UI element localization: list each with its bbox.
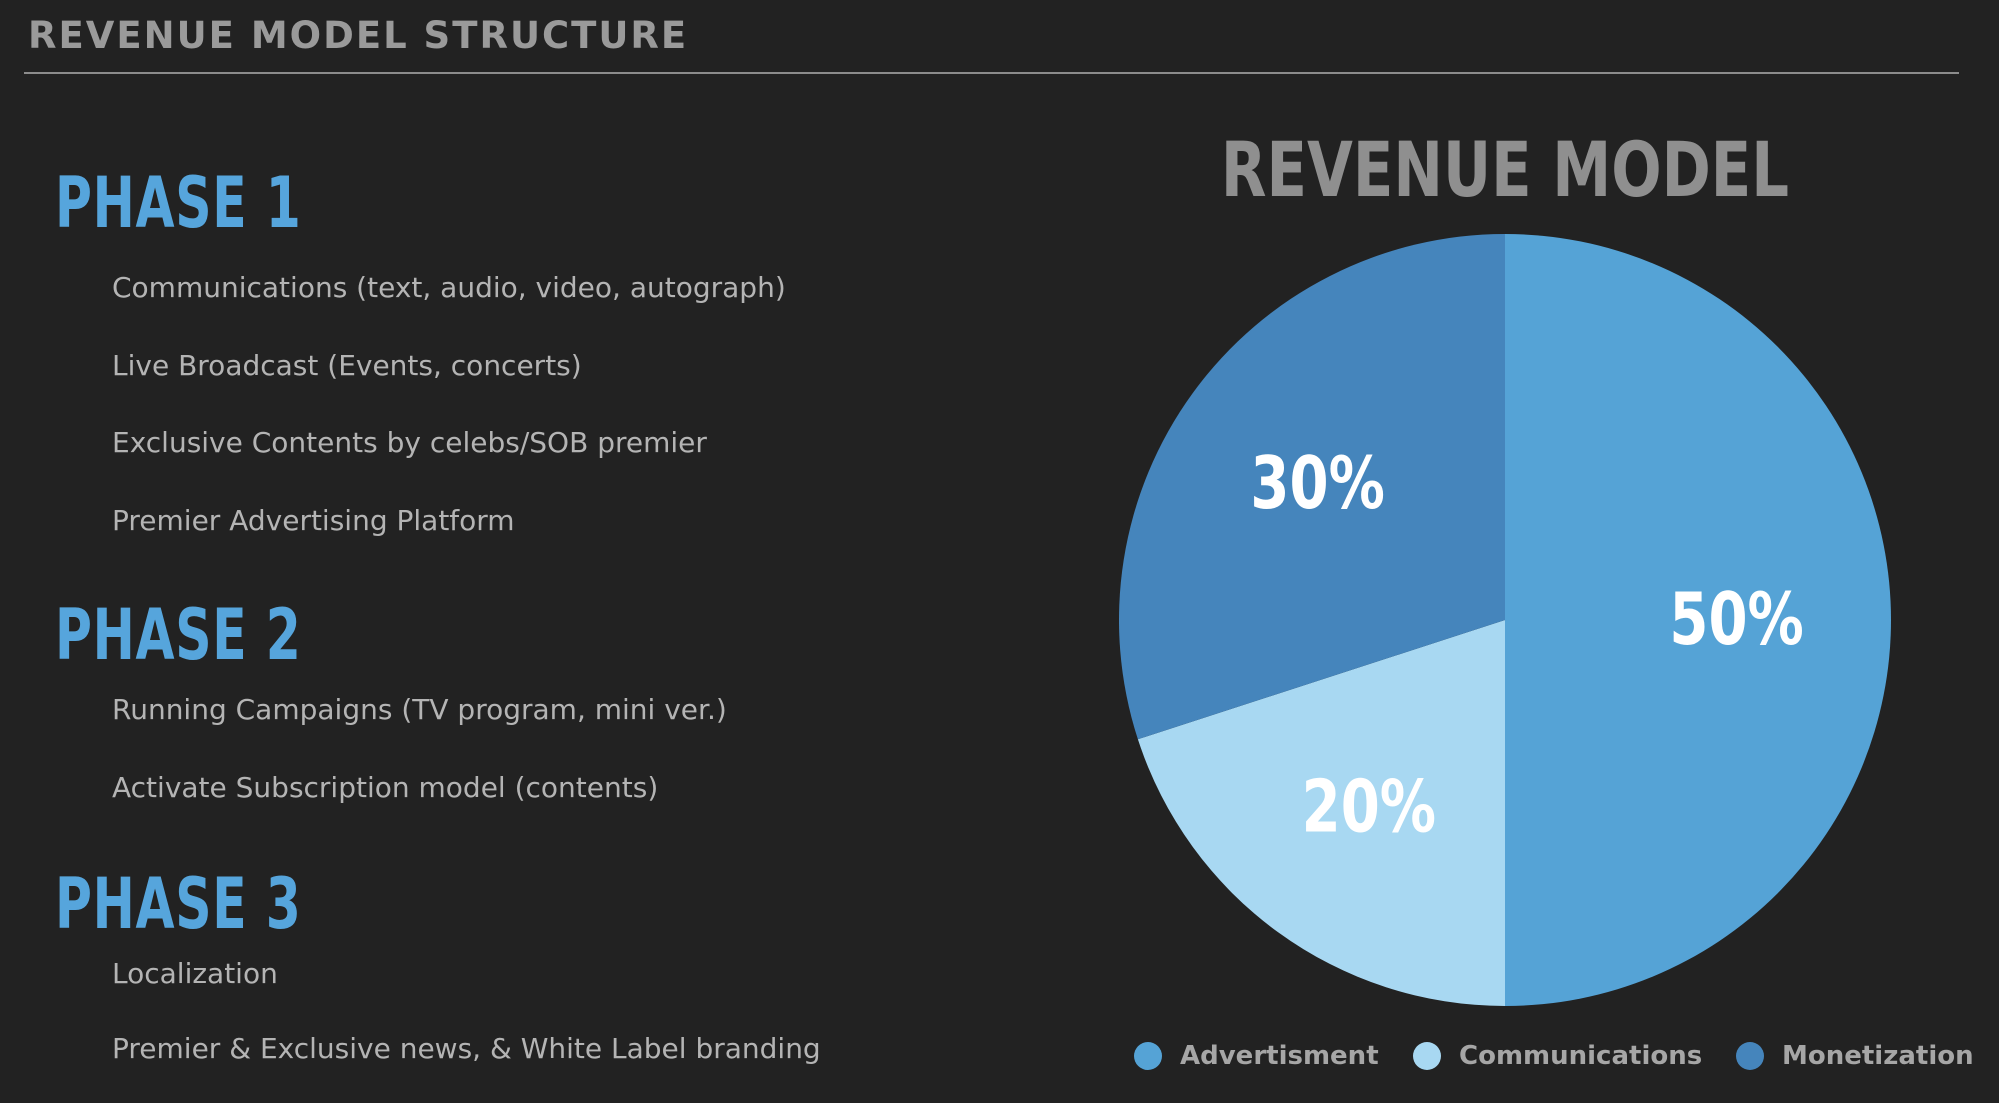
slice-label-advertisment: 50% bbox=[1669, 578, 1803, 662]
pie-slice-monetization bbox=[1119, 234, 1505, 740]
phase-1-heading: PHASE 1 bbox=[55, 162, 302, 244]
phase-1-item-1: Communications (text, audio, video, auto… bbox=[112, 271, 786, 304]
legend-item-communications: Communications bbox=[1413, 1041, 1702, 1071]
slice-label-communications: 20% bbox=[1302, 766, 1436, 850]
slice-label-monetization: 30% bbox=[1250, 442, 1384, 526]
chart-title: REVENUE MODEL bbox=[1221, 127, 1789, 215]
pie-slice-communications bbox=[1137, 620, 1505, 1006]
phase-2-item-2: Activate Subscription model (contents) bbox=[112, 771, 659, 804]
phase-1-item-4: Premier Advertising Platform bbox=[112, 504, 515, 537]
legend-label-monetization: Monetization bbox=[1782, 1041, 1974, 1071]
slide-title: REVENUE MODEL STRUCTURE bbox=[28, 14, 689, 57]
phase-1-item-3: Exclusive Contents by celebs/SOB premier bbox=[112, 426, 707, 459]
legend-swatch-advertisment bbox=[1134, 1042, 1162, 1070]
title-divider bbox=[24, 72, 1959, 74]
phase-3-item-1: Localization bbox=[112, 957, 278, 990]
pie-slice-advertisment bbox=[1505, 234, 1891, 1006]
phase-3-heading: PHASE 3 bbox=[55, 863, 302, 945]
legend-item-advertisment: Advertisment bbox=[1134, 1041, 1379, 1071]
legend-label-advertisment: Advertisment bbox=[1180, 1041, 1379, 1071]
phase-2-heading: PHASE 2 bbox=[55, 594, 302, 676]
legend-swatch-monetization bbox=[1736, 1042, 1764, 1070]
phase-2-item-1: Running Campaigns (TV program, mini ver.… bbox=[112, 693, 727, 726]
phase-3-item-2: Premier & Exclusive news, & White Label … bbox=[112, 1032, 821, 1065]
phase-1-item-2: Live Broadcast (Events, concerts) bbox=[112, 349, 582, 382]
legend-label-communications: Communications bbox=[1459, 1041, 1702, 1071]
legend-item-monetization: Monetization bbox=[1736, 1041, 1974, 1071]
legend-swatch-communications bbox=[1413, 1042, 1441, 1070]
